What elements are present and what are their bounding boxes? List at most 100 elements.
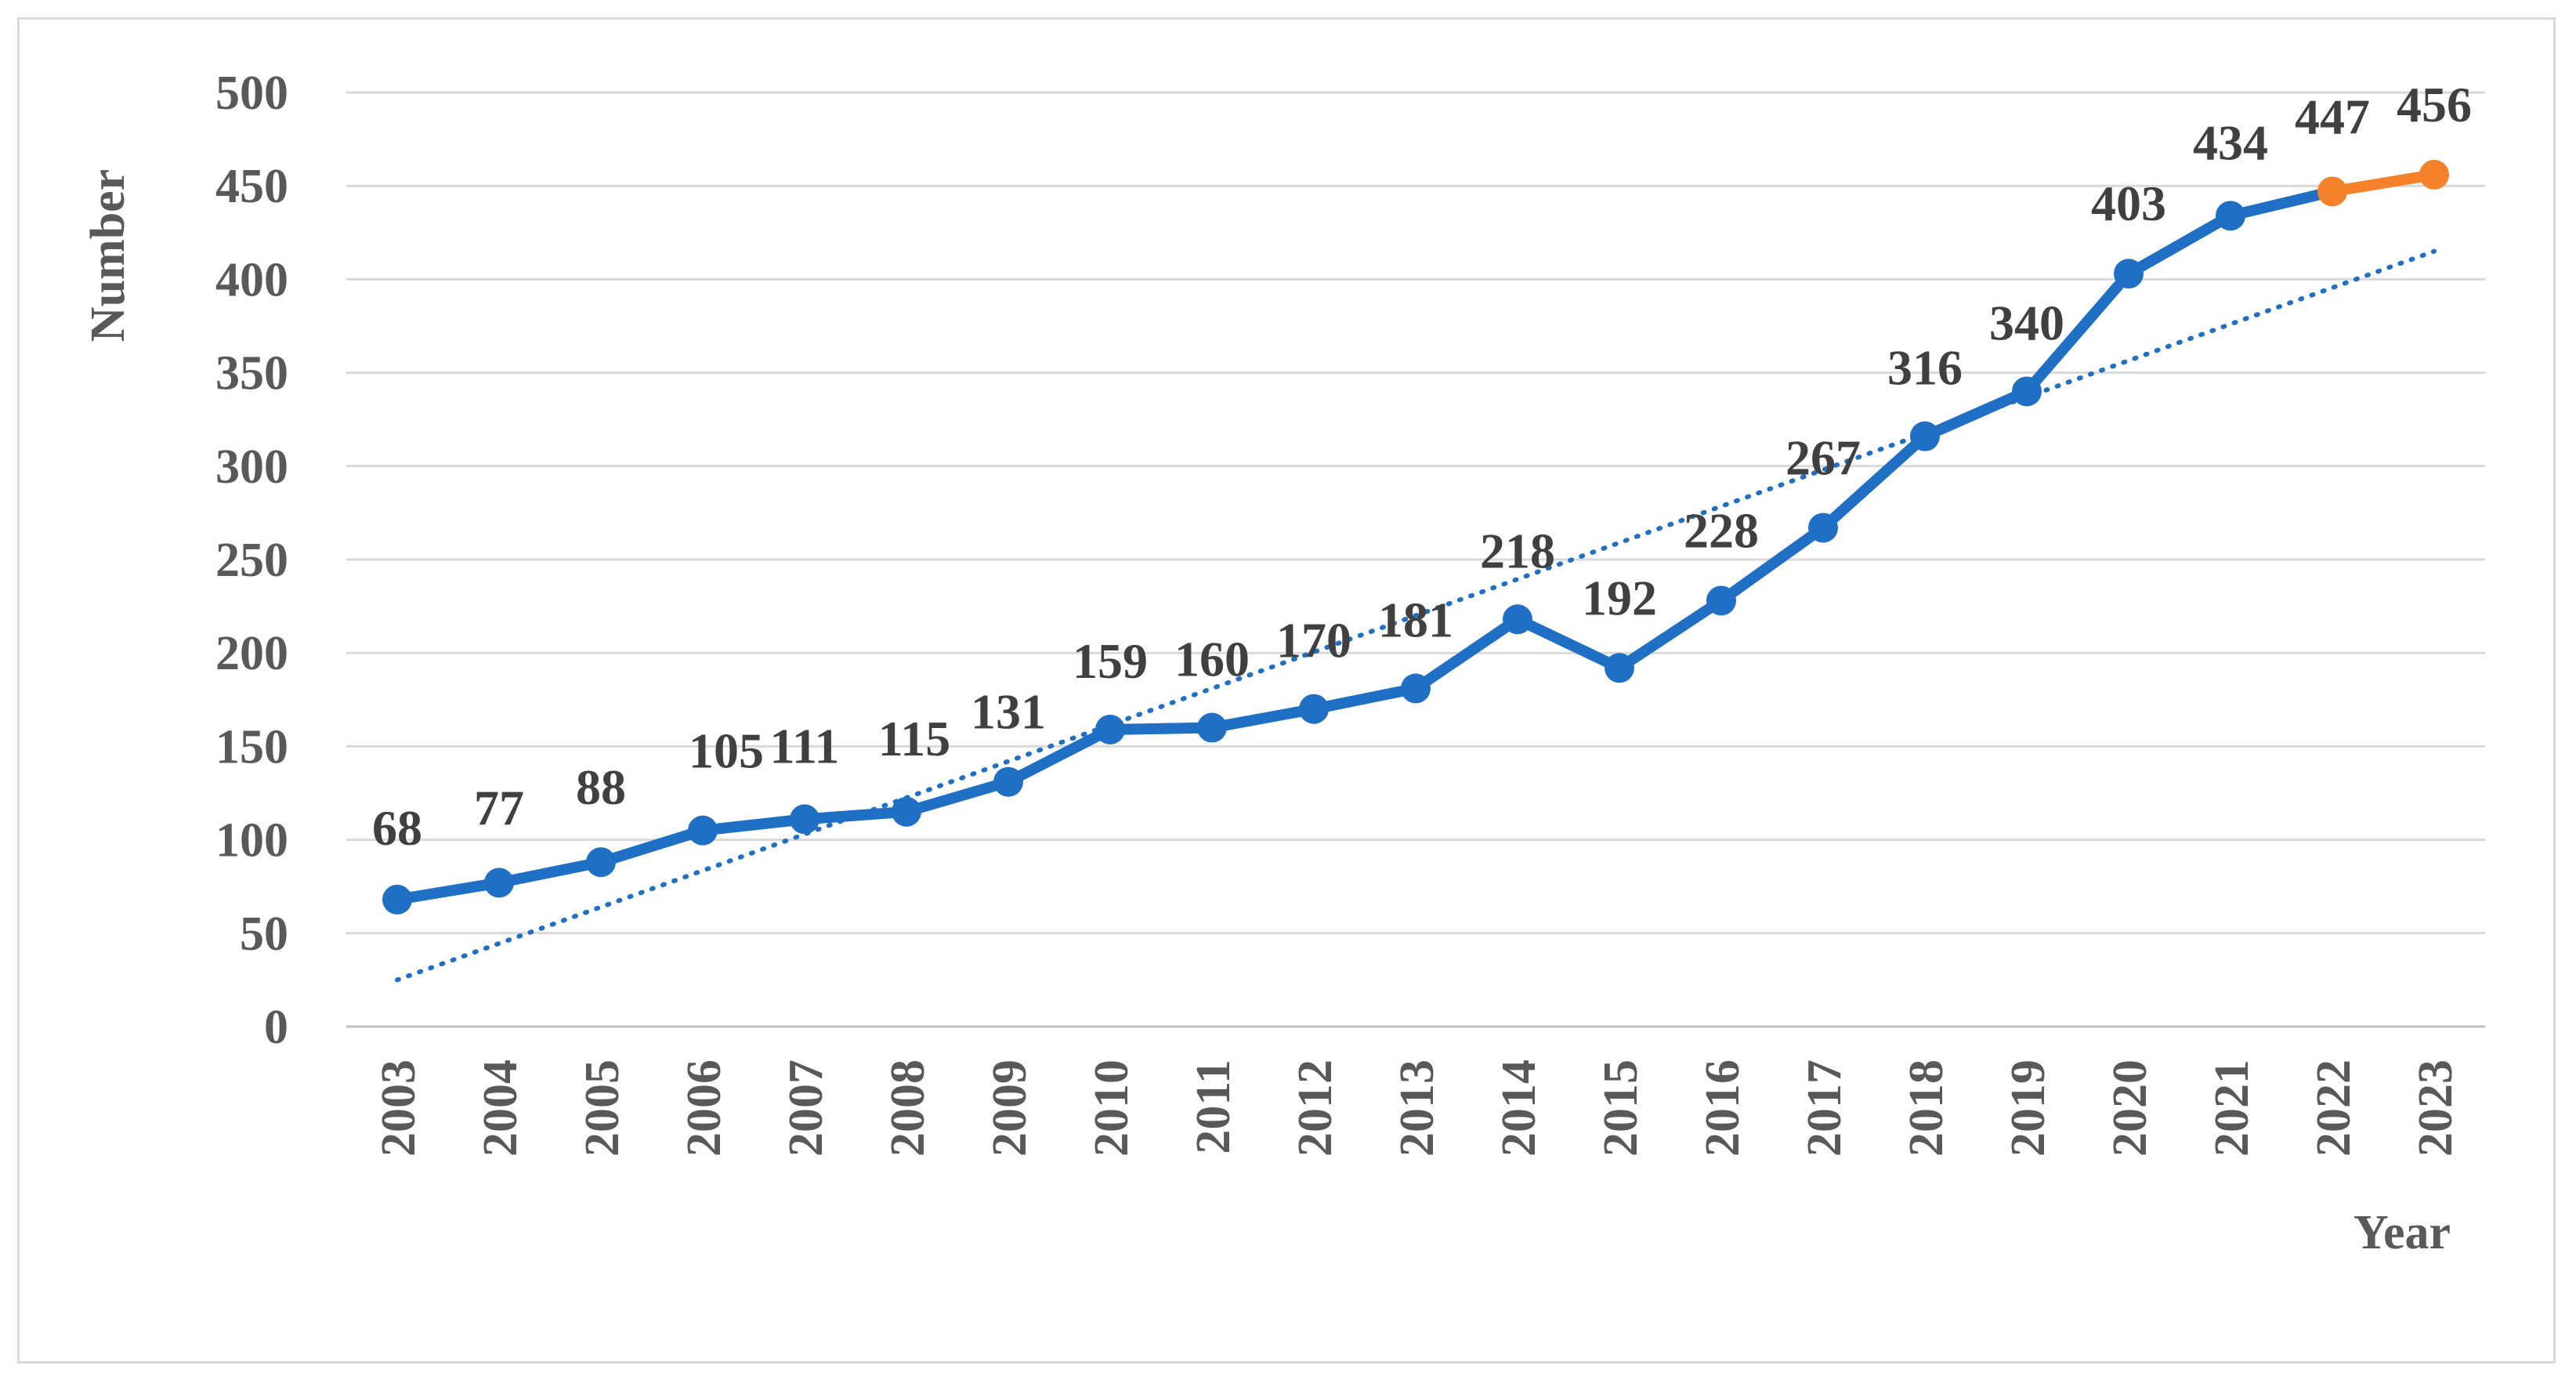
x-tick-label: 2005 xyxy=(576,1060,629,1157)
data-label: 403 xyxy=(2091,176,2166,231)
data-label: 447 xyxy=(2295,89,2370,144)
x-tick-label: 2011 xyxy=(1187,1060,1240,1154)
x-tick-label: 2008 xyxy=(881,1060,935,1157)
y-tick-label: 450 xyxy=(215,160,288,213)
series-segment xyxy=(1614,595,1727,674)
x-tick-label: 2015 xyxy=(1594,1060,1648,1157)
data-point xyxy=(1503,604,1532,635)
data-point xyxy=(1299,694,1329,724)
data-point xyxy=(382,884,412,915)
y-axis-title: Number xyxy=(81,169,135,342)
x-tick-label: 2021 xyxy=(2205,1060,2259,1157)
chart-frame xyxy=(17,17,2556,1364)
data-labels: 68 77 88 105 111 115 131 159 160 170 181 218 192 228 2… xyxy=(372,77,2472,856)
x-tick-label: 2013 xyxy=(1391,1060,1444,1157)
data-label: 434 xyxy=(2193,114,2268,170)
data-label: 181 xyxy=(1378,592,1453,647)
data-point xyxy=(688,815,718,846)
series-segment xyxy=(1716,522,1829,607)
y-tick-label: 50 xyxy=(240,907,288,961)
x-tick-label: 2018 xyxy=(1900,1060,1953,1157)
x-tick-label: 2004 xyxy=(474,1060,527,1157)
data-label: 340 xyxy=(1989,295,2064,350)
y-tick-label: 300 xyxy=(215,440,288,494)
data-label: 267 xyxy=(1785,429,1861,485)
data-points xyxy=(382,159,2449,915)
y-tick-label: 500 xyxy=(215,67,288,120)
data-point xyxy=(2317,176,2347,207)
series-segment xyxy=(1207,703,1319,734)
data-point xyxy=(1095,714,1125,744)
x-tick-label: 2017 xyxy=(1798,1060,1851,1157)
data-point xyxy=(790,804,819,835)
data-label: 88 xyxy=(576,759,626,815)
data-label: 115 xyxy=(878,711,950,766)
x-tick-label: 2010 xyxy=(1085,1060,1138,1157)
series-segment xyxy=(1105,722,1217,735)
y-tick-label: 0 xyxy=(264,1001,288,1054)
data-label: 316 xyxy=(1887,340,1963,396)
trendline-line xyxy=(395,248,2437,983)
x-axis-title: Year xyxy=(2353,1206,2451,1259)
data-label: 228 xyxy=(1684,502,1759,558)
data-point xyxy=(2114,259,2144,289)
y-tick-label: 400 xyxy=(215,253,288,306)
data-label: 218 xyxy=(1480,523,1555,578)
data-label: 160 xyxy=(1174,632,1250,687)
data-label: 456 xyxy=(2397,77,2472,132)
series-segment xyxy=(1003,723,1116,788)
data-label: 170 xyxy=(1276,613,1351,668)
series-segment xyxy=(2327,168,2440,197)
x-tick-label: 2009 xyxy=(983,1060,1037,1157)
data-label: 159 xyxy=(1073,633,1148,689)
series-segment xyxy=(2123,210,2236,280)
series-segment xyxy=(1308,683,1421,715)
data-point xyxy=(586,847,616,878)
y-tick-label: 100 xyxy=(215,814,288,868)
x-tick-label: 2020 xyxy=(2104,1060,2157,1157)
series-segment xyxy=(2021,268,2134,397)
series-segment xyxy=(1410,614,1523,694)
data-point xyxy=(1401,673,1431,704)
x-tick-label: 2022 xyxy=(2307,1060,2361,1157)
series-segment xyxy=(1818,430,1930,534)
axes: 0 50 100 150 200 250 300 350 400 450 500 2003 2004 20… xyxy=(215,67,2485,1157)
x-tick-label: 2006 xyxy=(678,1060,731,1157)
y-tick-label: 150 xyxy=(215,720,288,773)
data-point xyxy=(1197,712,1227,743)
x-tick-label: 2003 xyxy=(372,1060,425,1157)
data-point xyxy=(1605,653,1634,683)
data-point xyxy=(1910,421,1940,451)
y-tick-label: 350 xyxy=(215,347,288,400)
series-segment xyxy=(697,813,810,836)
series-segment xyxy=(595,824,708,868)
x-tick-label: 2023 xyxy=(2409,1060,2462,1157)
data-label: 105 xyxy=(689,723,764,779)
data-point xyxy=(892,796,921,827)
y-tick-label: 200 xyxy=(215,627,288,680)
data-point xyxy=(484,868,514,898)
series-segment xyxy=(1512,614,1625,674)
x-tick-label: 2007 xyxy=(780,1060,833,1157)
data-point xyxy=(2216,201,2245,231)
x-tick-label: 2016 xyxy=(1696,1060,1749,1157)
x-tick-label: 2012 xyxy=(1289,1060,1342,1157)
data-point xyxy=(2012,376,2042,407)
data-label: 192 xyxy=(1582,570,1657,625)
y-tick-label: 250 xyxy=(215,534,288,587)
data-point xyxy=(993,766,1023,797)
series-segment xyxy=(1919,386,2032,442)
data-point xyxy=(1808,513,1838,543)
series-segment xyxy=(494,857,606,889)
trendline xyxy=(395,248,2437,983)
data-point xyxy=(1706,585,1736,616)
series-lines xyxy=(392,168,2440,905)
data-label: 131 xyxy=(971,684,1046,740)
data-label: 68 xyxy=(372,800,422,856)
series-segment xyxy=(392,877,505,905)
series-segment xyxy=(2225,186,2338,222)
data-label: 77 xyxy=(474,780,524,835)
series-segment xyxy=(799,806,912,825)
data-label: 111 xyxy=(770,718,840,773)
